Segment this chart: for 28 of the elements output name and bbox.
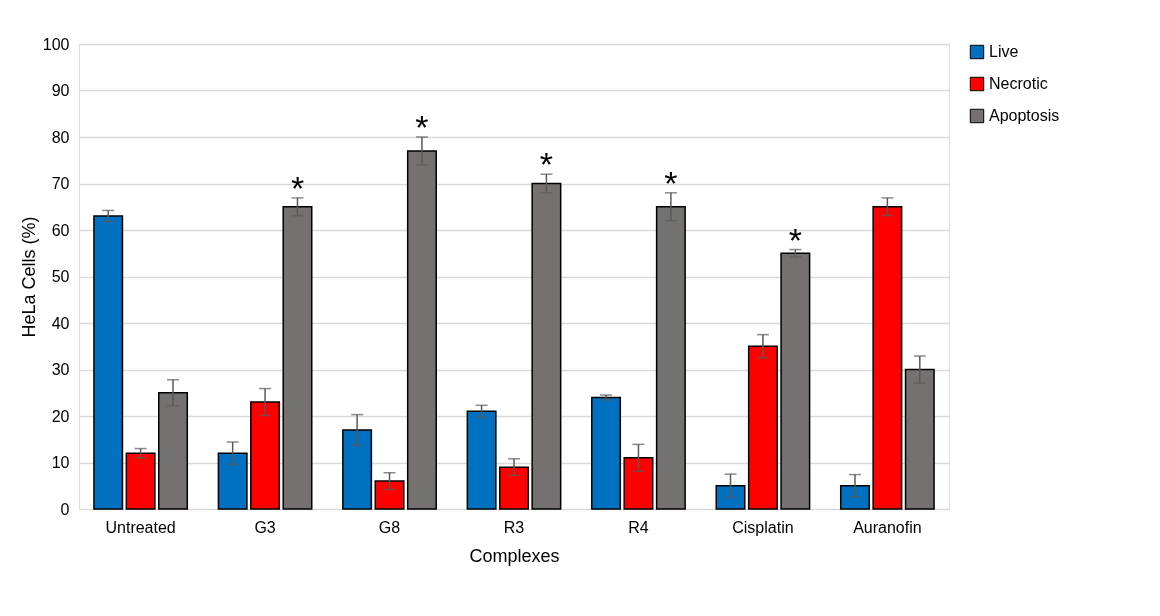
data-label: * <box>415 108 429 146</box>
x-tick-label: G3 <box>254 518 276 536</box>
y-tick-label: 20 <box>51 407 70 425</box>
legend-label: Necrotic <box>989 75 1048 92</box>
x-tick-label: R3 <box>503 518 525 536</box>
y-tick-label: 50 <box>51 268 70 285</box>
data-label: * <box>664 163 678 202</box>
x-axis-title: Complexes <box>469 545 560 566</box>
x-tick-label: Untreated <box>105 518 176 536</box>
y-tick-label: 30 <box>51 361 70 378</box>
legend-label: Apoptosis <box>989 107 1060 124</box>
y-tick-label: 100 <box>42 35 70 53</box>
x-tick-label: G8 <box>378 518 401 536</box>
y-tick-label: 90 <box>51 82 70 99</box>
data-label: * <box>788 220 802 259</box>
data-label: * <box>539 145 554 184</box>
y-tick-label: 70 <box>51 175 70 192</box>
y-axis-title: HeLa Cells (%) <box>18 216 39 338</box>
y-tick-label: 10 <box>51 454 70 471</box>
y-tick-label: 80 <box>51 128 70 146</box>
x-tick-label: R4 <box>628 518 649 536</box>
x-tick-label: Cisplatin <box>732 518 794 536</box>
y-tick-label: 0 <box>60 500 70 518</box>
y-tick-label: 60 <box>51 221 70 239</box>
y-tick-label: 40 <box>51 314 70 332</box>
data-label: * <box>290 168 305 207</box>
x-tick-label: Auranofin <box>853 518 922 536</box>
legend-label: Live <box>989 43 1019 60</box>
